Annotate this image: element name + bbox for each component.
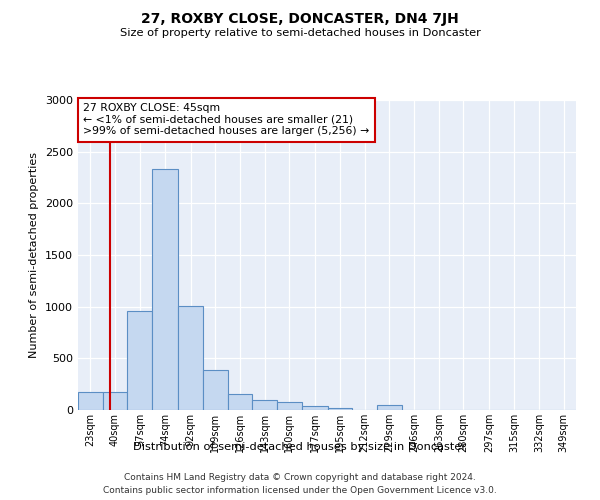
Text: Contains public sector information licensed under the Open Government Licence v3: Contains public sector information licen… — [103, 486, 497, 495]
Text: Contains HM Land Registry data © Crown copyright and database right 2024.: Contains HM Land Registry data © Crown c… — [124, 472, 476, 482]
Text: Distribution of semi-detached houses by size in Doncaster: Distribution of semi-detached houses by … — [133, 442, 467, 452]
Bar — [277, 402, 302, 410]
Bar — [227, 394, 252, 410]
Bar — [302, 406, 328, 410]
Bar — [103, 392, 127, 410]
Bar — [152, 169, 178, 410]
Bar — [127, 311, 152, 410]
Text: 27, ROXBY CLOSE, DONCASTER, DN4 7JH: 27, ROXBY CLOSE, DONCASTER, DN4 7JH — [141, 12, 459, 26]
Bar — [203, 370, 227, 410]
Bar — [78, 392, 103, 410]
Bar — [328, 408, 352, 410]
Y-axis label: Number of semi-detached properties: Number of semi-detached properties — [29, 152, 40, 358]
Bar — [178, 306, 203, 410]
Bar — [252, 400, 277, 410]
Bar — [377, 405, 402, 410]
Text: 27 ROXBY CLOSE: 45sqm
← <1% of semi-detached houses are smaller (21)
>99% of sem: 27 ROXBY CLOSE: 45sqm ← <1% of semi-deta… — [83, 103, 369, 136]
Text: Size of property relative to semi-detached houses in Doncaster: Size of property relative to semi-detach… — [119, 28, 481, 38]
